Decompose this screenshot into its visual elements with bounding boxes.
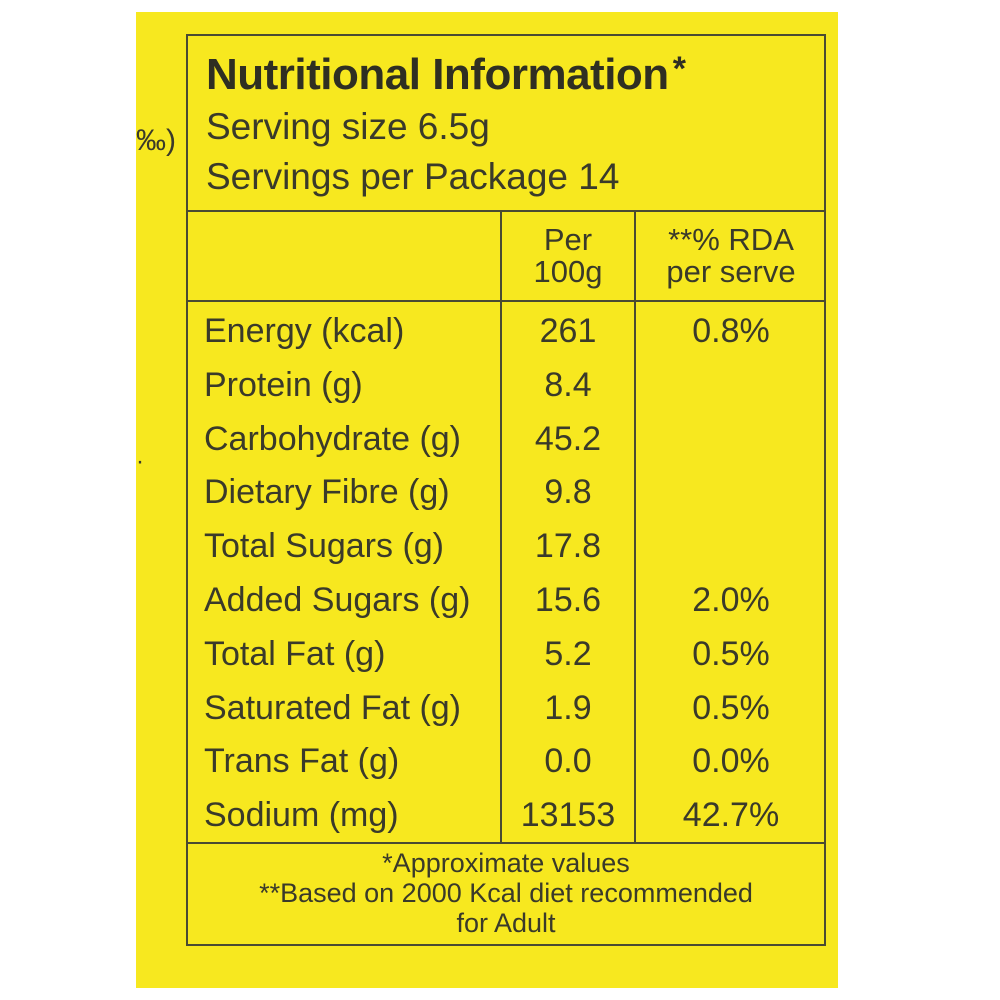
per-100g-value: 17.8: [534, 527, 602, 566]
servings-per-package: Servings per Package 14: [206, 156, 620, 197]
serving-size: Serving size 6.5g: [206, 106, 490, 147]
footnote-rda-basis: **Based on 2000 Kcal diet recommended: [259, 878, 753, 908]
nutrient-name: Saturated Fat (g): [204, 688, 462, 727]
rda-value: 0.0%: [692, 742, 770, 781]
per-100g-value: 45.2: [534, 419, 602, 458]
cut-off-side-mark: ·: [136, 448, 144, 475]
rda-value: 2.0%: [692, 581, 770, 619]
label-title: Nutritional Information *: [206, 50, 686, 99]
rda-header: **% RDA per serve: [666, 222, 796, 289]
table-row: Saturated Fat (g) 1.9 0.5%: [188, 681, 824, 735]
per-100g-value: 1.9: [544, 688, 592, 727]
column-divider-2: [634, 212, 636, 842]
rda-value: [636, 412, 826, 466]
table-row: Total Fat (g) 5.2 0.5%: [188, 627, 824, 681]
footnote-approximate: *Approximate values: [382, 848, 630, 878]
nutrition-label: Nutritional Information * Serving size 6.…: [186, 34, 826, 946]
table-row: Protein (g) 8.4: [188, 358, 824, 412]
nutrient-name: Trans Fat (g): [204, 742, 400, 781]
column-divider-1: [500, 212, 502, 842]
rda-value: 0.5%: [692, 688, 770, 727]
per-100g-value: 261: [539, 312, 597, 350]
table-row: Carbohydrate (g) 45.2: [188, 412, 824, 466]
yellow-package-panel: [136, 12, 838, 988]
table-row: Added Sugars (g) 15.6 2.0%: [188, 573, 824, 627]
cut-off-side-text: ‰): [136, 124, 176, 157]
table-row: Trans Fat (g) 0.0 0.0%: [188, 734, 824, 788]
nutrient-name: Protein (g): [204, 365, 363, 404]
table-row: Total Sugars (g) 17.8: [188, 519, 824, 573]
table-row: Sodium (mg) 13153 42.7%: [188, 788, 824, 842]
table-row: Dietary Fibre (g) 9.8: [188, 465, 824, 519]
rda-value: [636, 465, 826, 519]
per-100g-value: 5.2: [544, 634, 592, 673]
per-100g-value: 15.6: [534, 581, 602, 619]
nutrient-name: Added Sugars (g): [204, 581, 471, 619]
footer-divider: [188, 842, 824, 844]
rda-value: [636, 519, 826, 573]
rda-value: [636, 358, 826, 412]
nutrient-name: Dietary Fibre (g): [204, 473, 450, 512]
rda-value: 0.5%: [692, 634, 770, 673]
nutrient-name: Total Fat (g): [204, 634, 386, 673]
per-100g-value: 0.0: [544, 742, 592, 781]
rda-value: 0.8%: [692, 312, 770, 350]
per-100g-header: Per 100g: [533, 222, 603, 289]
nutrient-name: Total Sugars (g): [204, 527, 444, 566]
footnote-for-adult: for Adult: [456, 908, 556, 938]
nutrient-name: Sodium (mg): [204, 796, 399, 835]
table-row: Energy (kcal) 261 0.8%: [188, 304, 824, 358]
per-100g-value: 8.4: [544, 365, 592, 404]
label-header: Nutritional Information * Serving size 6.…: [188, 36, 824, 212]
title-asterisk: *: [672, 50, 686, 88]
rda-value: 42.7%: [682, 796, 780, 835]
per-100g-value: 9.8: [544, 473, 592, 512]
nutrient-name: Energy (kcal): [204, 312, 405, 350]
per-100g-value: 13153: [520, 796, 616, 835]
nutrient-name: Carbohydrate (g): [204, 419, 462, 458]
header-divider: [188, 300, 824, 302]
